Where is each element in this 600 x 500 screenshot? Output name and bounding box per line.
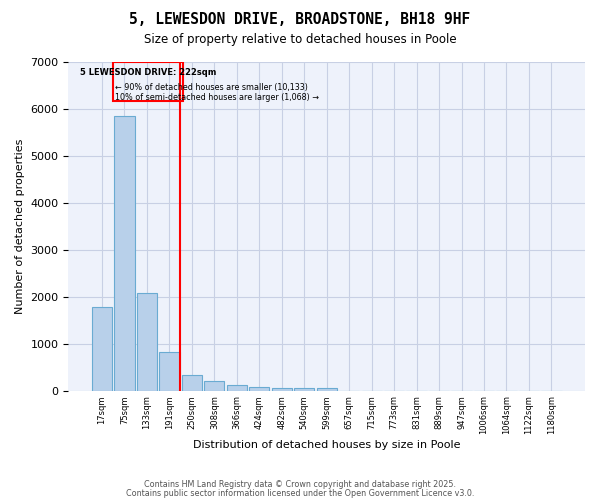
Bar bbox=[92, 307, 112, 390]
Bar bbox=[317, 388, 337, 390]
Text: Size of property relative to detached houses in Poole: Size of property relative to detached ho… bbox=[143, 32, 457, 46]
Bar bbox=[182, 374, 202, 390]
Text: 5, LEWESDON DRIVE, BROADSTONE, BH18 9HF: 5, LEWESDON DRIVE, BROADSTONE, BH18 9HF bbox=[130, 12, 470, 28]
Bar bbox=[249, 387, 269, 390]
Text: Contains public sector information licensed under the Open Government Licence v3: Contains public sector information licen… bbox=[126, 488, 474, 498]
Text: 10% of semi-detached houses are larger (1,068) →: 10% of semi-detached houses are larger (… bbox=[115, 94, 319, 102]
Text: ← 90% of detached houses are smaller (10,133): ← 90% of detached houses are smaller (10… bbox=[115, 82, 308, 92]
Text: Contains HM Land Registry data © Crown copyright and database right 2025.: Contains HM Land Registry data © Crown c… bbox=[144, 480, 456, 489]
Bar bbox=[159, 352, 179, 391]
Bar bbox=[113, 62, 182, 102]
Y-axis label: Number of detached properties: Number of detached properties bbox=[15, 138, 25, 314]
X-axis label: Distribution of detached houses by size in Poole: Distribution of detached houses by size … bbox=[193, 440, 460, 450]
Bar bbox=[272, 388, 292, 390]
Bar bbox=[137, 293, 157, 390]
Bar bbox=[227, 385, 247, 390]
Bar bbox=[294, 388, 314, 390]
Bar bbox=[115, 116, 134, 390]
Bar bbox=[204, 381, 224, 390]
Text: 5 LEWESDON DRIVE: 222sqm: 5 LEWESDON DRIVE: 222sqm bbox=[80, 68, 216, 77]
